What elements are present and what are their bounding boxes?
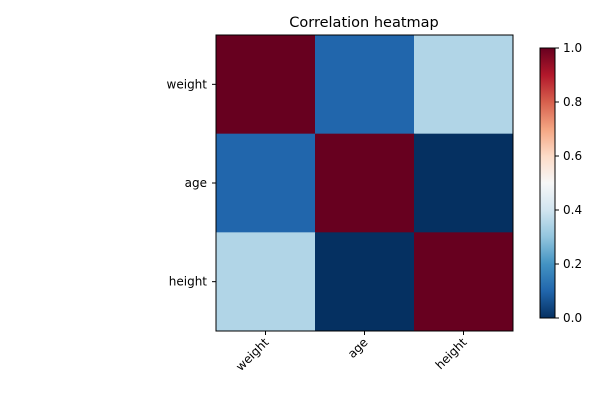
y-tick-label: height [169,275,208,289]
colorbar-tick-label: 0.8 [563,95,582,109]
y-tick-label: age [185,176,207,190]
heatmap-cell [216,232,316,332]
colorbar-axis: 0.0 0.2 0.4 0.6 0.8 1.0 [555,41,582,325]
heatmap-cell [216,35,316,135]
heatmap-cell [414,232,514,332]
x-axis: weight age height [233,331,470,374]
heatmap-cell [414,35,514,135]
colorbar-tick-label: 0.0 [563,311,582,325]
chart-title: Correlation heatmap [289,15,438,31]
heatmap-cell [315,133,415,233]
x-tick-label: height [433,335,470,372]
heatmap-cells [216,35,514,332]
heatmap-cell [315,232,415,332]
x-tick-label: age [345,335,371,361]
heatmap-cell [414,133,514,233]
colorbar-tick-label: 1.0 [563,41,582,55]
y-tick-label: weight [167,77,208,91]
colorbar-tick-label: 0.6 [563,149,582,163]
heatmap-cell [315,35,415,135]
heatmap-cell [216,133,316,233]
colorbar-tick-label: 0.2 [563,257,582,271]
y-axis: weight age height [167,77,216,289]
x-tick-label: weight [233,335,272,374]
colorbar [539,47,556,319]
colorbar-tick-label: 0.4 [563,203,582,217]
